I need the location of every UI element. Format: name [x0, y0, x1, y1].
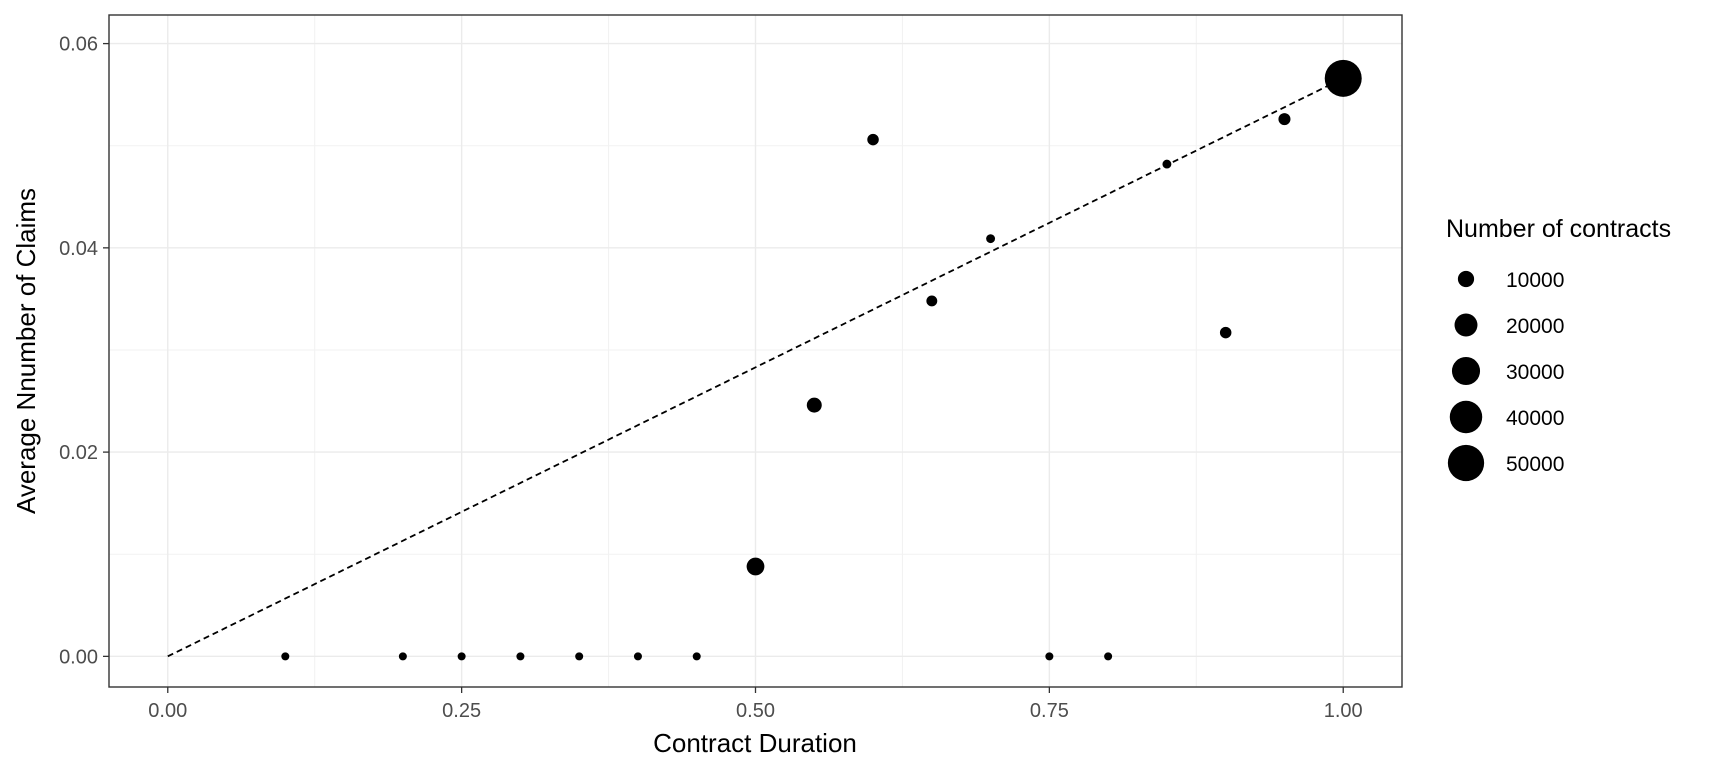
y-tick-label: 0.04: [59, 238, 98, 260]
legend-key: [1454, 313, 1478, 337]
legend-label: 50000: [1506, 453, 1564, 476]
legend-key: [1451, 356, 1481, 386]
legend-label: 20000: [1506, 315, 1564, 338]
data-point: [633, 652, 642, 661]
data-point: [575, 652, 584, 661]
data-point: [806, 397, 822, 413]
y-tick-label: 0.06: [59, 34, 98, 56]
data-point: [1162, 159, 1172, 169]
legend-title: Number of contracts: [1446, 215, 1671, 243]
data-point: [398, 652, 407, 661]
data-point: [1278, 113, 1291, 126]
data-point: [457, 652, 466, 661]
data-point: [1104, 652, 1113, 661]
data-point: [1219, 326, 1232, 339]
x-tick-label: 0.75: [1030, 700, 1069, 722]
y-axis: 0.00 0.02 0.04 0.06: [59, 34, 109, 668]
data-point: [516, 652, 525, 661]
legend-key: [1449, 400, 1483, 434]
data-point: [1045, 652, 1054, 661]
legend-label: 40000: [1506, 407, 1564, 430]
data-point: [746, 557, 765, 576]
data-point: [986, 234, 996, 244]
legend-key: [1457, 270, 1475, 288]
legend-label: 10000: [1506, 269, 1564, 292]
y-tick-label: 0.02: [59, 442, 98, 464]
x-axis: 0.00 0.25 0.50 0.75 1.00: [148, 687, 1363, 722]
data-points: [281, 59, 1362, 661]
x-tick-label: 0.50: [736, 700, 775, 722]
x-tick-label: 0.25: [442, 700, 481, 722]
data-point: [281, 652, 290, 661]
y-tick-label: 0.00: [59, 646, 98, 668]
y-axis-title: Average Nnumber of Claims: [11, 188, 41, 514]
x-tick-label: 0.00: [148, 700, 187, 722]
data-point: [692, 652, 701, 661]
data-point: [926, 295, 938, 307]
x-axis-title: Contract Duration: [653, 728, 857, 758]
x-tick-label: 1.00: [1324, 700, 1363, 722]
data-point: [867, 133, 879, 146]
dashed-reference-line: [167, 77, 1344, 658]
legend-label: 30000: [1506, 361, 1564, 384]
data-point: [1324, 59, 1362, 97]
legend-key: [1447, 444, 1485, 482]
legend: 10000 20000 30000 40000 50000: [1447, 269, 1564, 482]
